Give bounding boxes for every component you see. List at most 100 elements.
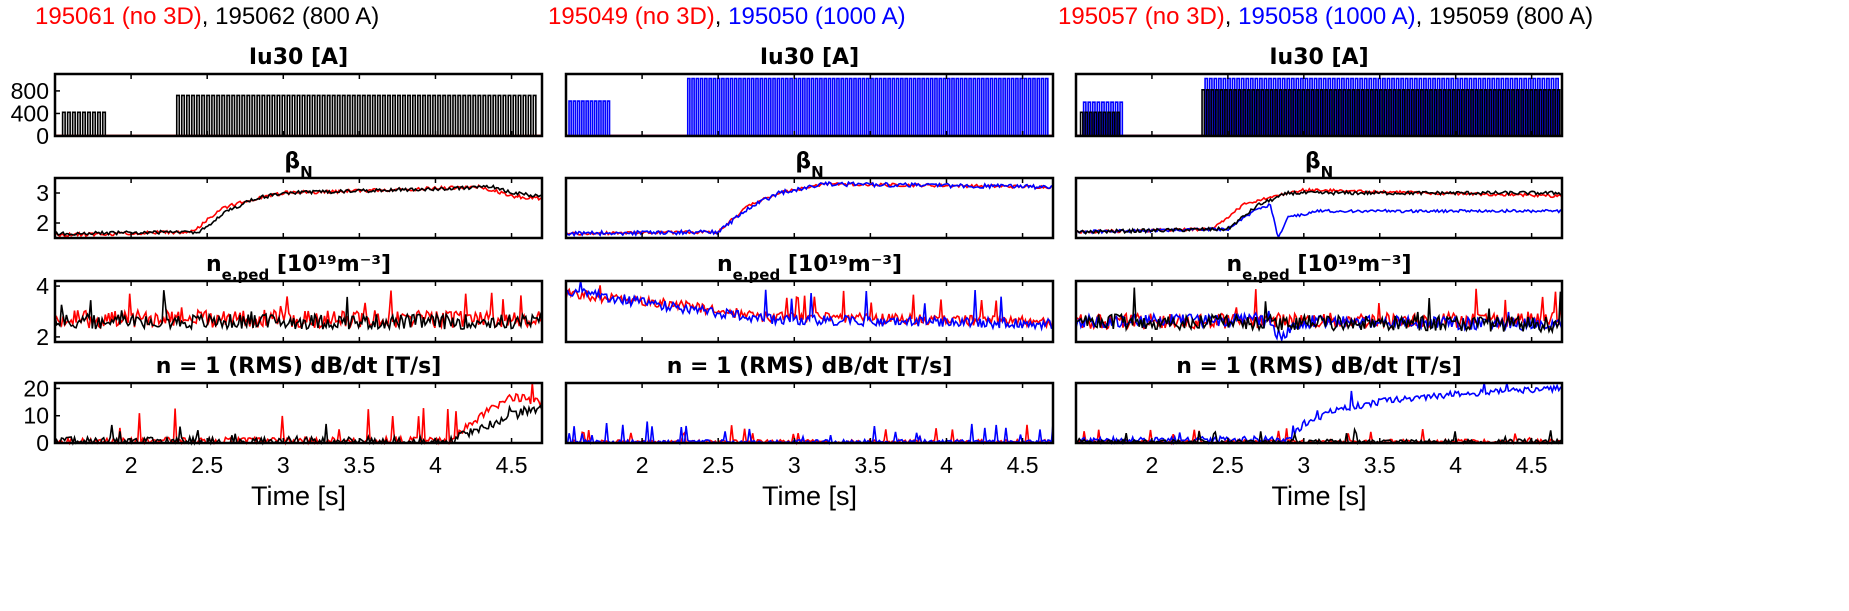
x-tick-label: 2.5 <box>1212 452 1244 478</box>
panel-title: βN <box>1305 149 1333 181</box>
header-segment: 195058 (1000 A) <box>1238 3 1415 30</box>
panel-title-rest: [10¹⁹m⁻³] <box>780 252 902 277</box>
header-segment: , 195059 (800 A) <box>1416 3 1593 30</box>
panel-title-main: n = 1 (RMS) dB/dt [T/s] <box>156 354 442 379</box>
panel-title-main: n <box>717 252 733 277</box>
x-tick-label: 4.5 <box>1007 452 1039 478</box>
axes-frame <box>564 72 1055 138</box>
panel-plot <box>54 382 543 446</box>
series-line-195050 <box>566 77 1053 137</box>
panel-title-subscript: N <box>1321 163 1334 181</box>
header-segment: , <box>715 3 728 30</box>
y-tick-label: 20 <box>23 375 49 401</box>
y-tick-label: 800 <box>11 78 49 104</box>
panel-plot <box>54 290 543 332</box>
panel-plot <box>1076 77 1562 137</box>
series-line-195058 <box>1075 382 1563 446</box>
header-segment: , <box>1225 3 1238 30</box>
panel-plot <box>565 421 1054 446</box>
y-tick-label: 0 <box>36 430 49 456</box>
axes-frame <box>1074 176 1564 240</box>
series-line-195062 <box>54 184 543 237</box>
panel-title: Iu30 [A] <box>1269 45 1368 70</box>
x-axis-label: Time [s] <box>762 481 857 511</box>
y-tick-label: 2 <box>36 324 49 350</box>
panel-plot <box>1075 382 1563 446</box>
x-tick-label: 3.5 <box>1364 452 1396 478</box>
axes-frame <box>53 176 544 240</box>
panel-title: βN <box>284 149 312 181</box>
series-line-195050 <box>566 421 1054 446</box>
x-tick-label: 3 <box>1297 452 1310 478</box>
series-line-195059 <box>1075 426 1563 446</box>
panel-title: Iu30 [A] <box>249 45 348 70</box>
y-tick-label: 2 <box>36 210 49 236</box>
axes-frame <box>53 279 544 344</box>
panel-title: n = 1 (RMS) dB/dt [T/s] <box>156 354 442 379</box>
series-line-195061 <box>54 183 543 238</box>
y-tick-label: 10 <box>23 403 49 429</box>
axes-frame <box>1074 381 1564 445</box>
panel-title-subscript: e,ped <box>1242 266 1290 284</box>
series-line-195058 <box>1075 203 1563 240</box>
panel-title: ne,ped [10¹⁹m⁻³] <box>1226 252 1411 284</box>
panel-title-main: β <box>284 149 300 174</box>
x-tick-label: 2 <box>125 452 138 478</box>
x-tick-label: 3 <box>277 452 290 478</box>
header-segment: 195049 (no 3D) <box>548 3 715 30</box>
panel-title-main: β <box>795 149 811 174</box>
x-tick-label: 2 <box>636 452 649 478</box>
column-header: 195061 (no 3D), 195062 (800 A) <box>35 3 379 30</box>
axes-frame <box>564 381 1055 445</box>
series-line-195059 <box>1076 88 1562 137</box>
x-tick-label: 2.5 <box>702 452 734 478</box>
x-tick-label: 2.5 <box>191 452 223 478</box>
x-tick-label: 3.5 <box>343 452 375 478</box>
y-tick-label: 400 <box>11 100 49 126</box>
header-segment: 195050 (1000 A) <box>728 3 905 30</box>
panel-title-main: n <box>1226 252 1242 277</box>
panel-title-main: n = 1 (RMS) dB/dt [T/s] <box>667 354 953 379</box>
panel-plot <box>1075 187 1563 240</box>
panel-title-main: Iu30 [A] <box>1269 45 1368 70</box>
panel-plot <box>565 180 1054 238</box>
panel-title-subscript: N <box>300 163 313 181</box>
series-line-195062 <box>55 94 542 137</box>
x-tick-label: 3 <box>788 452 801 478</box>
panel-title-rest: [10¹⁹m⁻³] <box>269 252 391 277</box>
series-line-195061 <box>54 290 543 330</box>
series-line-195062 <box>54 290 543 332</box>
x-tick-label: 4.5 <box>1516 452 1548 478</box>
axes-frame <box>53 381 544 445</box>
axes-frame <box>564 176 1055 240</box>
panel-title: Iu30 [A] <box>760 45 859 70</box>
series-line-195050 <box>565 180 1054 238</box>
x-axis-label: Time [s] <box>1271 481 1366 511</box>
panel-plot <box>566 77 1053 137</box>
panel-title-subscript: e,ped <box>222 266 270 284</box>
panel-plot <box>54 183 543 238</box>
panel-title: n = 1 (RMS) dB/dt [T/s] <box>667 354 953 379</box>
header-segment: 195057 (no 3D) <box>1058 3 1225 30</box>
panel-plot <box>565 280 1054 332</box>
axes-frame <box>1074 72 1564 138</box>
x-axis-label: Time [s] <box>251 481 346 511</box>
y-tick-label: 4 <box>36 273 49 299</box>
series-line-195049 <box>565 181 1054 236</box>
panel-title: n = 1 (RMS) dB/dt [T/s] <box>1176 354 1462 379</box>
panel-title-subscript: e,ped <box>733 266 781 284</box>
header-segment: , 195062 (800 A) <box>202 3 379 30</box>
x-tick-label: 4 <box>429 452 442 478</box>
series-line-195050 <box>565 280 1054 332</box>
panel-title: ne,ped [10¹⁹m⁻³] <box>206 252 391 284</box>
panel-title: ne,ped [10¹⁹m⁻³] <box>717 252 902 284</box>
panel-title-main: n = 1 (RMS) dB/dt [T/s] <box>1176 354 1462 379</box>
panel-title: βN <box>795 149 823 181</box>
panel-title-main: β <box>1305 149 1321 174</box>
series-line-195059 <box>1075 287 1563 335</box>
x-tick-label: 3.5 <box>854 452 886 478</box>
x-tick-label: 4.5 <box>496 452 528 478</box>
panel-title-main: n <box>206 252 222 277</box>
x-tick-label: 4 <box>940 452 953 478</box>
